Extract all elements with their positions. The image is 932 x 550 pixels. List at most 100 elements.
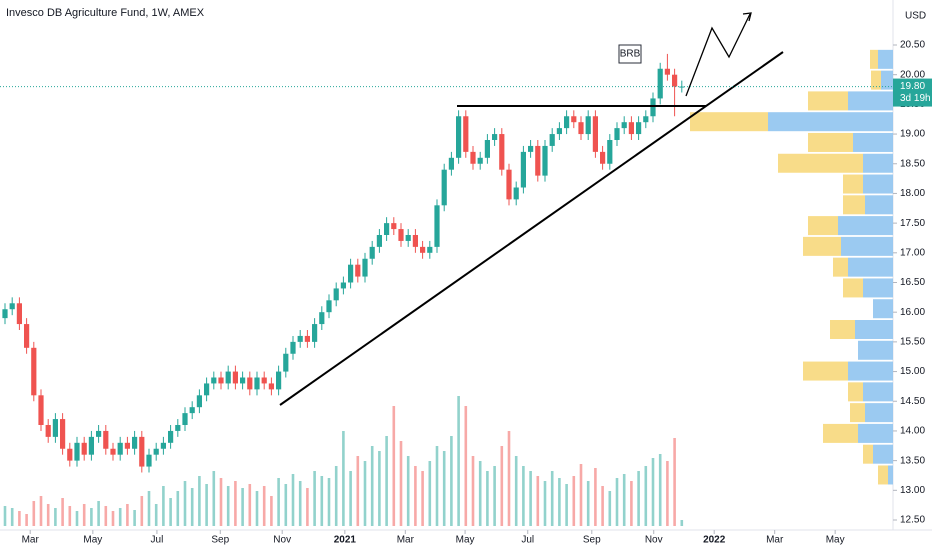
profile-down [833, 257, 848, 277]
candle-body [571, 116, 577, 123]
candle-body [276, 371, 282, 390]
volume-bar [291, 474, 295, 526]
y-tick-label: 20.00 [900, 69, 925, 80]
candle-body [499, 134, 505, 170]
x-tick-label: Jul [521, 535, 534, 546]
volume-bar [450, 436, 453, 526]
candle-body [31, 347, 37, 396]
profile-down [870, 49, 878, 69]
profile-up [848, 257, 893, 277]
profile-up [878, 49, 893, 69]
volume-bar [392, 406, 396, 526]
candle-body [520, 151, 526, 188]
volume-bar [399, 441, 403, 526]
volume-bar [594, 468, 597, 526]
x-tick-label: May [456, 535, 475, 546]
y-tick-label: 15.00 [900, 366, 925, 377]
volume-bar [334, 466, 338, 526]
volume-bar [572, 476, 576, 526]
candle-body [405, 235, 411, 241]
volume-bar [176, 491, 180, 526]
candle-body [261, 377, 267, 384]
y-tick-label: 15.50 [900, 337, 925, 348]
candle-body [542, 145, 548, 176]
volume-bar [298, 481, 302, 526]
volume-bar [464, 406, 468, 526]
candle-body [578, 122, 584, 135]
candle-body [484, 140, 490, 158]
candle-body [600, 151, 606, 164]
x-tick-label: 2022 [703, 535, 726, 546]
candle-body [556, 128, 562, 135]
x-tick-label: Nov [645, 535, 663, 546]
y-tick-label: 18.00 [900, 188, 925, 199]
candle-body [218, 377, 224, 384]
volume-bar [32, 501, 36, 526]
candle-body [564, 116, 570, 129]
volume-bar [3, 506, 7, 526]
volume-bar [507, 431, 511, 526]
y-tick-label: 20.50 [900, 40, 925, 51]
last-price-label: 19.80 [900, 81, 925, 92]
profile-down [843, 174, 863, 194]
volume-bar [601, 486, 604, 526]
candle-body [528, 145, 534, 152]
annotation: BRB [620, 49, 641, 60]
candle-body [672, 74, 678, 87]
x-tick-label: Mar [22, 535, 40, 546]
volume-bar [241, 488, 244, 526]
volume-bar [637, 471, 640, 526]
volume-profile [690, 49, 893, 485]
x-tick-label: Nov [273, 535, 291, 546]
profile-up [865, 195, 893, 215]
profile-up [841, 236, 893, 256]
volume-bar [248, 484, 252, 526]
candle-body [513, 187, 519, 200]
candle-body [81, 442, 87, 455]
profile-up [863, 278, 893, 298]
candle-body [24, 324, 30, 348]
profile-down [808, 216, 838, 236]
candle-body [376, 235, 382, 247]
volume-bar [435, 446, 439, 526]
candle-body [384, 223, 390, 235]
candle-body [312, 324, 318, 342]
volume-bar [90, 508, 93, 526]
candle-body [45, 425, 51, 437]
candle-body [441, 169, 447, 206]
candle-body [189, 407, 195, 414]
candle-body [110, 448, 116, 455]
candle-body [448, 157, 454, 170]
volume-bar [666, 461, 669, 526]
volume-bar [608, 491, 612, 526]
volume-bar [284, 484, 288, 526]
candle-body [225, 371, 231, 384]
y-tick-label: 16.50 [900, 277, 925, 288]
x-tick-label: Jul [151, 535, 164, 546]
last-price-box [893, 78, 932, 107]
volume-bar [147, 491, 151, 526]
candle-body [326, 300, 332, 313]
candle-body [103, 430, 109, 449]
volume-bar [586, 481, 590, 526]
x-tick-label: 2021 [334, 535, 357, 546]
volume-bar [550, 471, 554, 526]
projection-path [685, 13, 751, 97]
profile-up [873, 299, 893, 319]
volume-bar [75, 511, 79, 526]
volume-bar [493, 466, 496, 526]
candle-body [585, 116, 591, 135]
volume-bar [126, 504, 129, 526]
candle-body [657, 68, 663, 99]
volume-bar [54, 508, 57, 526]
volume-bar [68, 506, 72, 526]
volume-bar [18, 511, 21, 526]
profile-down [878, 465, 888, 485]
candle-body [628, 122, 634, 135]
volume-bar [25, 514, 28, 526]
volume-bar [385, 436, 388, 526]
y-tick-label: 19.00 [900, 129, 925, 140]
volume-bar [154, 504, 158, 526]
volume-bar [190, 488, 194, 526]
volume-bar [205, 484, 208, 526]
